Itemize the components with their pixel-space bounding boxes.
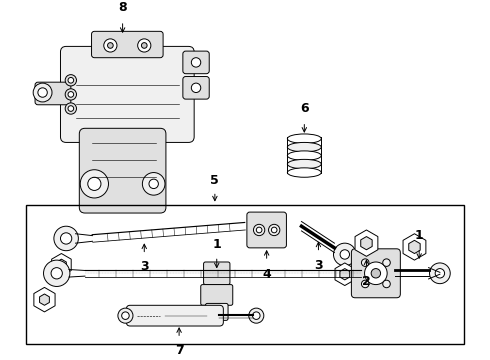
Circle shape: [44, 260, 70, 287]
Circle shape: [271, 227, 277, 233]
FancyBboxPatch shape: [79, 128, 166, 213]
Text: 2: 2: [362, 275, 371, 288]
Circle shape: [33, 83, 52, 102]
Polygon shape: [340, 269, 350, 280]
Circle shape: [365, 262, 387, 285]
FancyBboxPatch shape: [201, 285, 233, 305]
Circle shape: [371, 269, 381, 278]
Circle shape: [269, 224, 280, 236]
FancyBboxPatch shape: [203, 262, 230, 285]
Circle shape: [65, 75, 76, 86]
Text: 4: 4: [262, 267, 271, 281]
Circle shape: [143, 172, 165, 195]
FancyBboxPatch shape: [126, 305, 223, 326]
Circle shape: [383, 280, 390, 288]
Polygon shape: [403, 234, 426, 260]
Circle shape: [334, 243, 356, 266]
Circle shape: [68, 91, 73, 97]
Circle shape: [54, 226, 78, 251]
Bar: [25, 204, 465, 344]
Text: 5: 5: [211, 174, 219, 187]
Polygon shape: [361, 237, 372, 250]
Circle shape: [435, 269, 444, 278]
Circle shape: [38, 88, 48, 97]
Polygon shape: [56, 259, 66, 270]
Circle shape: [362, 280, 369, 288]
FancyBboxPatch shape: [247, 212, 287, 248]
Circle shape: [65, 103, 76, 114]
Circle shape: [51, 267, 62, 279]
Circle shape: [80, 170, 108, 198]
Text: 8: 8: [118, 1, 127, 14]
Polygon shape: [335, 263, 355, 285]
Circle shape: [65, 89, 76, 100]
Circle shape: [191, 58, 201, 67]
Polygon shape: [51, 253, 71, 276]
FancyBboxPatch shape: [183, 51, 209, 74]
Text: 3: 3: [314, 259, 323, 272]
Ellipse shape: [287, 134, 321, 143]
Ellipse shape: [287, 151, 321, 160]
Circle shape: [122, 312, 129, 319]
Circle shape: [340, 250, 349, 259]
FancyBboxPatch shape: [183, 77, 209, 99]
Circle shape: [149, 179, 158, 189]
Circle shape: [138, 39, 151, 52]
Circle shape: [104, 39, 117, 52]
Circle shape: [60, 233, 72, 244]
FancyBboxPatch shape: [351, 249, 400, 298]
Ellipse shape: [287, 143, 321, 152]
Circle shape: [249, 308, 264, 323]
FancyBboxPatch shape: [205, 303, 228, 320]
Polygon shape: [34, 287, 55, 312]
Text: 7: 7: [175, 344, 183, 357]
Text: 1: 1: [415, 229, 423, 242]
Circle shape: [252, 312, 260, 319]
Text: 6: 6: [300, 102, 309, 115]
Circle shape: [68, 106, 73, 111]
Circle shape: [142, 42, 147, 48]
Polygon shape: [40, 294, 49, 305]
Text: 3: 3: [140, 260, 148, 273]
Ellipse shape: [287, 168, 321, 177]
Polygon shape: [355, 230, 378, 256]
Circle shape: [253, 224, 265, 236]
Circle shape: [68, 77, 73, 83]
Circle shape: [118, 308, 133, 323]
Circle shape: [362, 259, 369, 266]
FancyBboxPatch shape: [35, 82, 71, 105]
FancyBboxPatch shape: [60, 46, 194, 143]
FancyBboxPatch shape: [92, 31, 163, 58]
Circle shape: [256, 227, 262, 233]
Circle shape: [107, 42, 113, 48]
Circle shape: [88, 177, 101, 190]
Ellipse shape: [287, 159, 321, 169]
Polygon shape: [409, 240, 420, 253]
Circle shape: [191, 83, 201, 93]
Circle shape: [383, 259, 390, 266]
Circle shape: [430, 263, 450, 284]
Text: 1: 1: [212, 238, 221, 251]
